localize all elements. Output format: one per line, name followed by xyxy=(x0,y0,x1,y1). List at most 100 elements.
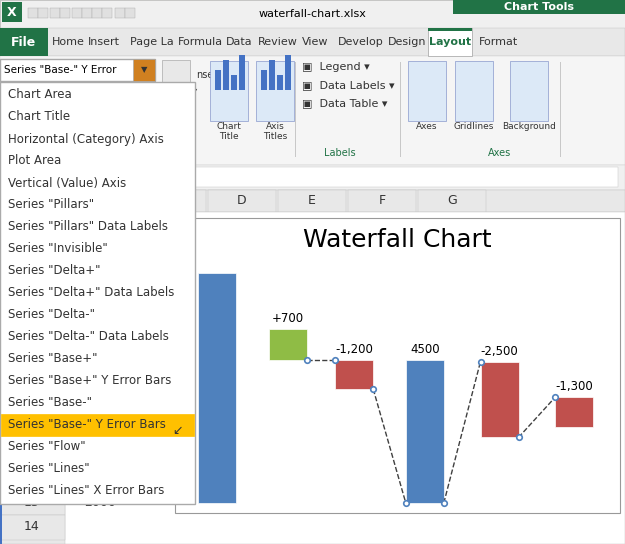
Text: 14: 14 xyxy=(24,521,40,534)
Text: -1,300: -1,300 xyxy=(556,380,593,393)
Text: Series "Delta-": Series "Delta-" xyxy=(8,308,95,322)
Text: Series "Flow": Series "Flow" xyxy=(8,441,86,454)
Bar xyxy=(555,397,593,427)
Text: Review: Review xyxy=(258,37,298,47)
Text: Labels: Labels xyxy=(324,148,356,158)
Bar xyxy=(0,59,155,81)
Bar xyxy=(138,190,206,212)
Text: Chart
Title: Chart Title xyxy=(217,122,241,141)
Text: ▣  Data Labels ▾: ▣ Data Labels ▾ xyxy=(302,80,394,90)
Text: Develop: Develop xyxy=(338,37,384,47)
Text: ↙: ↙ xyxy=(172,424,182,437)
Bar xyxy=(278,190,346,212)
Bar xyxy=(2,2,22,22)
Text: Series "Base-": Series "Base-" xyxy=(8,397,92,410)
Text: Format: Format xyxy=(479,37,518,47)
Text: C: C xyxy=(168,195,176,207)
Bar xyxy=(92,8,102,18)
Text: B: B xyxy=(98,195,106,207)
Bar xyxy=(162,60,190,82)
Bar xyxy=(50,8,60,18)
Bar xyxy=(0,0,625,28)
Bar xyxy=(406,360,444,503)
Text: Chart Title: Chart Title xyxy=(8,110,70,123)
Text: Series "Delta-" Data Labels: Series "Delta-" Data Labels xyxy=(8,331,169,343)
Text: Page La: Page La xyxy=(130,37,174,47)
Bar xyxy=(0,56,625,165)
Text: Horizontal (Category) Axis: Horizontal (Category) Axis xyxy=(8,133,164,145)
Bar xyxy=(115,8,125,18)
Bar xyxy=(0,212,625,544)
Bar xyxy=(198,273,236,503)
Text: Chart Tools: Chart Tools xyxy=(504,2,574,12)
Bar xyxy=(348,190,416,212)
Bar xyxy=(560,62,561,157)
Text: 4500: 4500 xyxy=(410,343,439,356)
Text: Waterfall Chart: Waterfall Chart xyxy=(302,228,491,252)
Text: Series "Pillars": Series "Pillars" xyxy=(8,199,94,212)
Bar xyxy=(269,329,307,361)
Text: Axes: Axes xyxy=(488,148,512,158)
Bar xyxy=(453,0,625,14)
Bar xyxy=(72,8,82,18)
Text: D: D xyxy=(238,195,247,207)
Text: F: F xyxy=(379,195,386,207)
Bar xyxy=(223,60,229,90)
Text: Series "Delta+": Series "Delta+" xyxy=(8,264,101,277)
Text: X: X xyxy=(8,5,17,18)
Text: Data: Data xyxy=(226,37,253,47)
Text: Series "Delta+" Data Labels: Series "Delta+" Data Labels xyxy=(8,287,174,300)
Bar xyxy=(68,190,136,212)
Text: Design: Design xyxy=(388,37,426,47)
Bar xyxy=(0,28,625,56)
Text: Chart Area: Chart Area xyxy=(8,89,72,102)
Bar xyxy=(0,212,65,544)
Text: Series "Base-" Y Error Bars: Series "Base-" Y Error Bars xyxy=(8,418,166,431)
Text: Series "Base+": Series "Base+" xyxy=(8,353,97,366)
Text: Series "Base+" Y Error Bars: Series "Base+" Y Error Bars xyxy=(8,374,171,387)
Text: Vertical (Value) Axis: Vertical (Value) Axis xyxy=(8,176,126,189)
Bar xyxy=(0,490,65,515)
Bar xyxy=(208,190,276,212)
Text: waterfall-chart.xlsx: waterfall-chart.xlsx xyxy=(258,9,366,19)
Text: Formula: Formula xyxy=(178,37,223,47)
Text: Series "Lines" X Error Bars: Series "Lines" X Error Bars xyxy=(8,485,164,498)
Bar xyxy=(335,360,373,389)
Bar xyxy=(0,515,65,540)
Text: Background: Background xyxy=(502,122,556,131)
Bar xyxy=(175,218,620,513)
Text: Axes: Axes xyxy=(416,122,437,131)
Text: ▣  Data Table ▾: ▣ Data Table ▾ xyxy=(302,98,388,108)
Bar xyxy=(210,61,248,121)
Bar xyxy=(60,8,70,18)
Text: nsert: nsert xyxy=(196,70,221,80)
Bar xyxy=(408,61,446,121)
Bar xyxy=(277,75,283,90)
Bar xyxy=(261,70,267,90)
Bar xyxy=(102,8,112,18)
Bar xyxy=(418,190,486,212)
Bar xyxy=(269,60,275,90)
Text: ▣  Legend ▾: ▣ Legend ▾ xyxy=(302,62,370,72)
Bar xyxy=(455,61,493,121)
Bar xyxy=(125,8,135,18)
Text: +700: +700 xyxy=(272,312,304,325)
Bar xyxy=(256,61,294,121)
Text: Axis
Titles: Axis Titles xyxy=(263,122,287,141)
Bar xyxy=(28,8,38,18)
Bar xyxy=(48,167,618,187)
Bar xyxy=(1,414,194,436)
Text: ▾: ▾ xyxy=(193,85,198,95)
Bar xyxy=(239,55,245,90)
Bar xyxy=(231,75,237,90)
Bar xyxy=(0,190,2,544)
Text: · · · ·: · · · · xyxy=(301,215,322,225)
Bar xyxy=(428,28,472,56)
Bar xyxy=(215,70,221,90)
Bar xyxy=(38,8,48,18)
Text: View: View xyxy=(302,37,329,47)
Text: E: E xyxy=(308,195,316,207)
Text: Insert: Insert xyxy=(88,37,120,47)
Text: Layout: Layout xyxy=(429,37,471,47)
Text: File: File xyxy=(11,35,37,48)
